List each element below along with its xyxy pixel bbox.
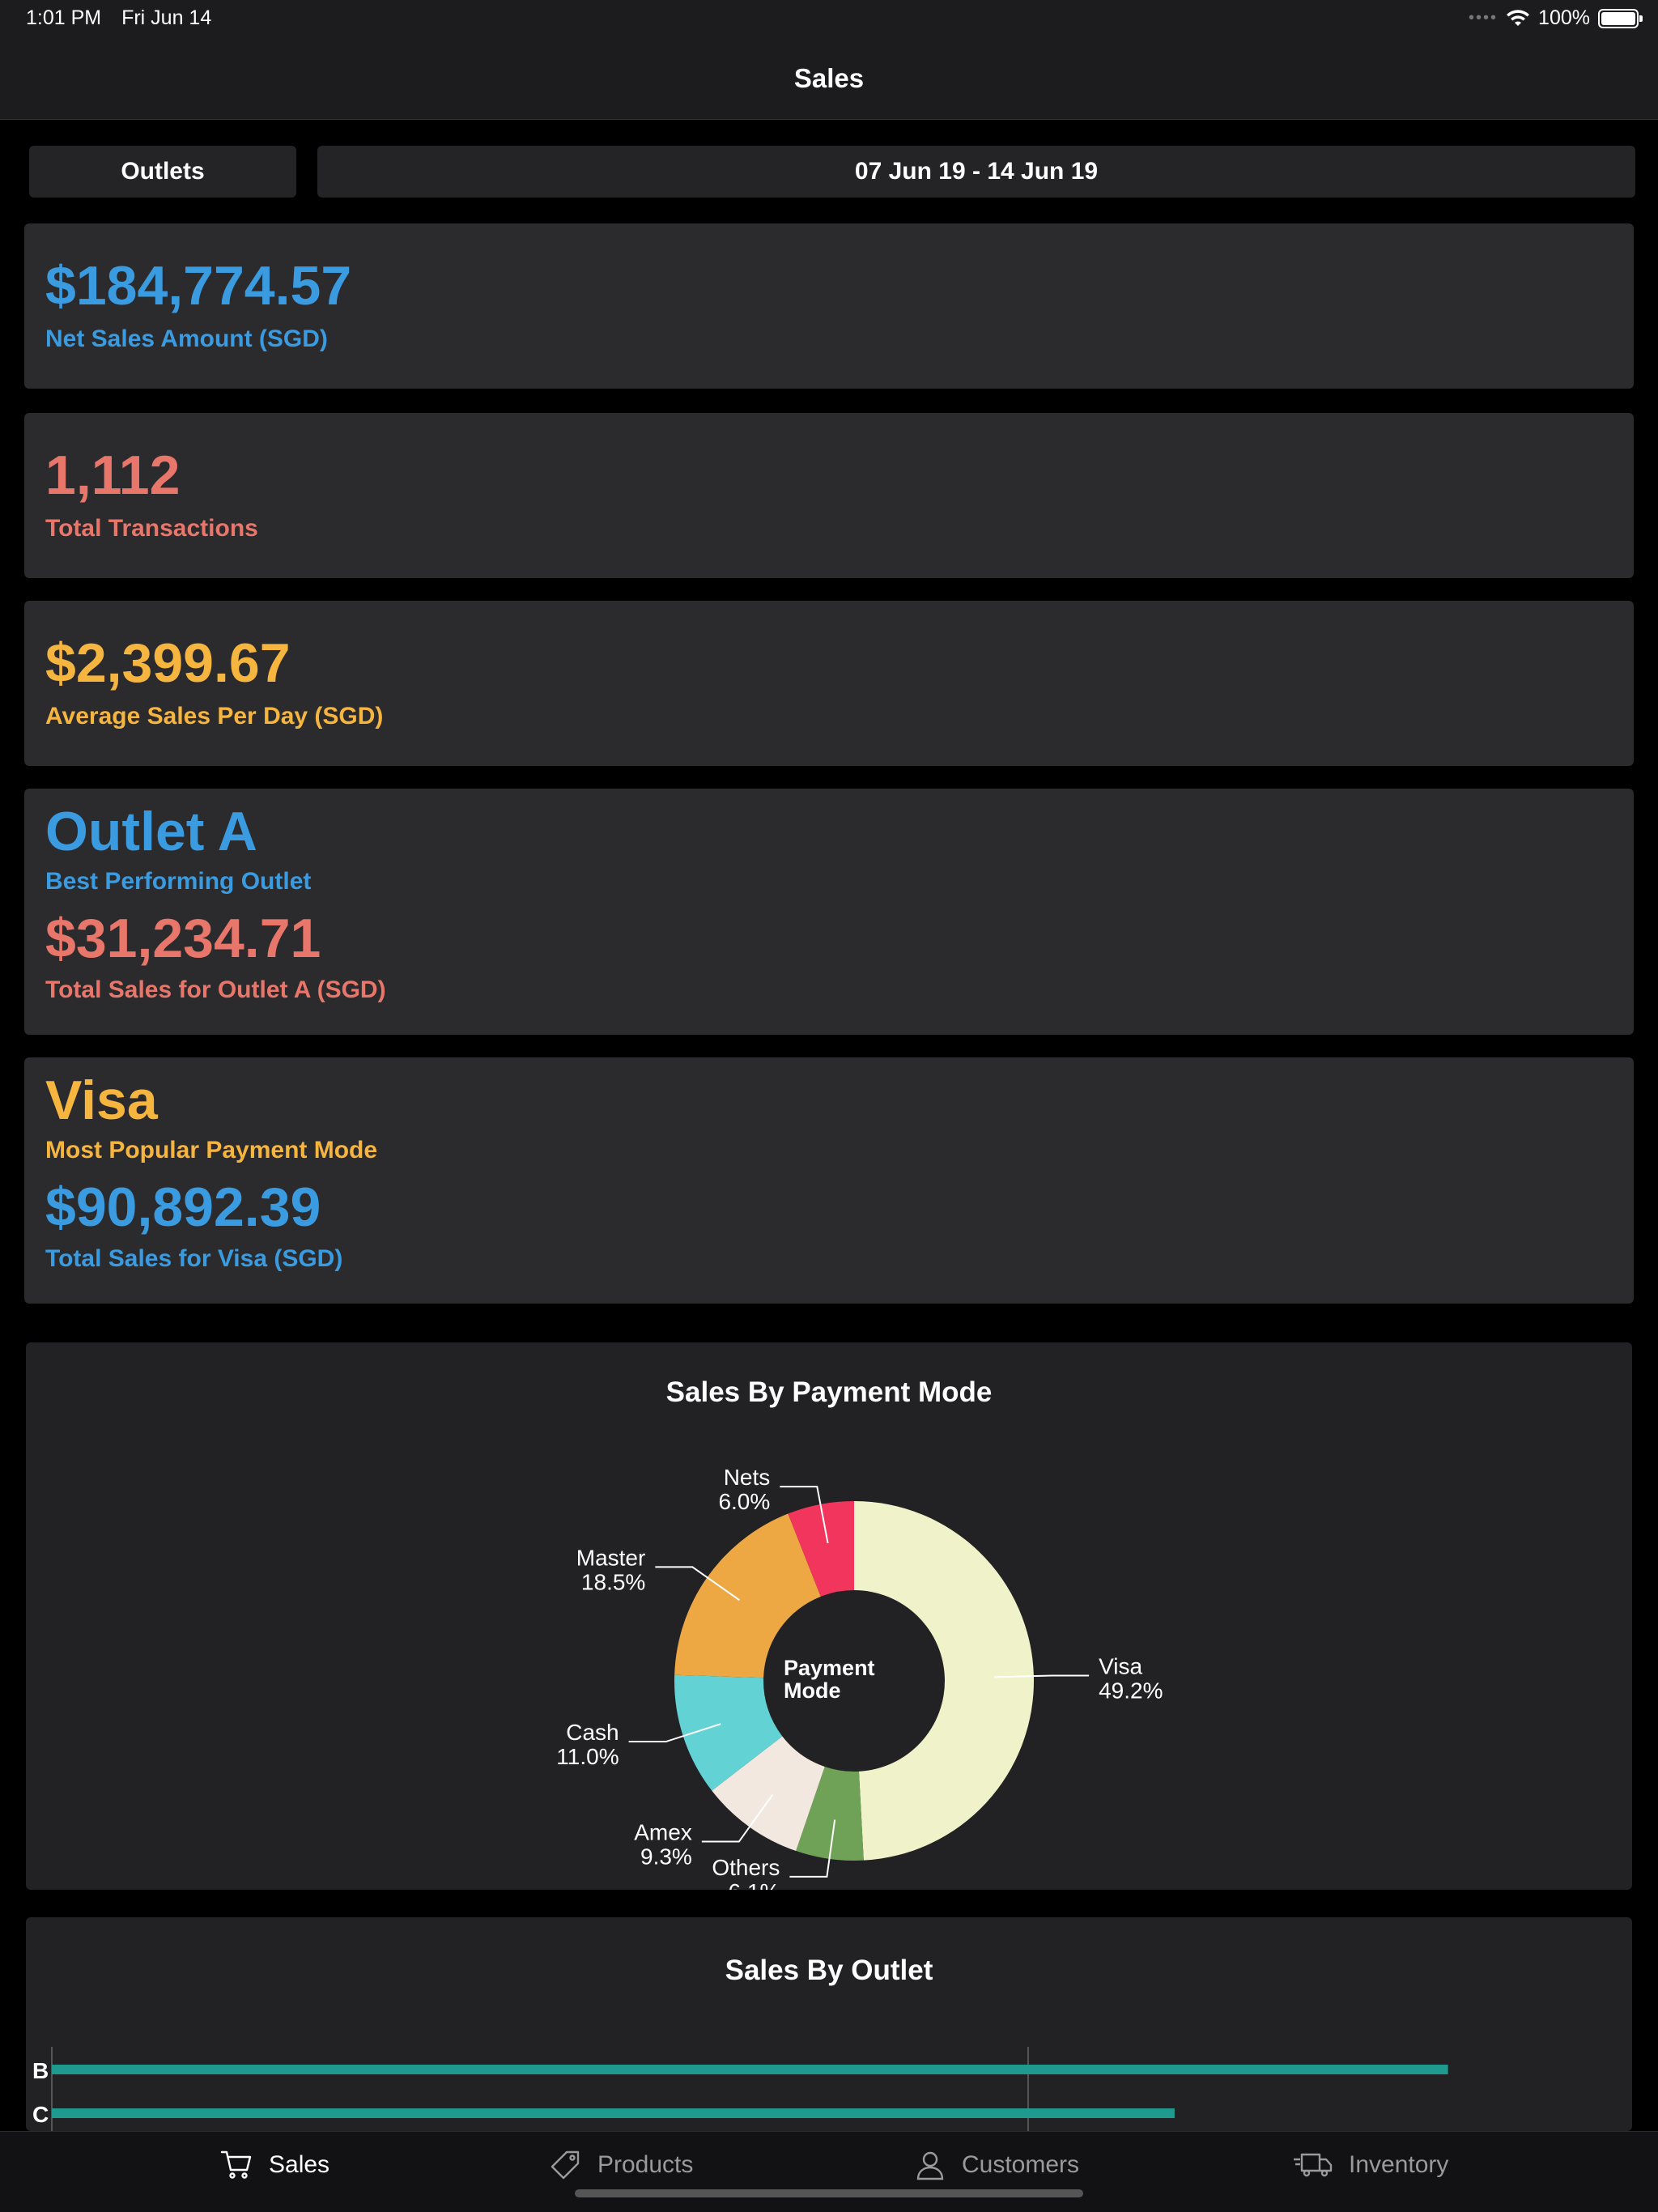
transactions-value: 1,112 <box>45 445 181 506</box>
tab-sales[interactable]: Sales <box>220 2150 329 2180</box>
tab-customers[interactable]: Customers <box>915 2150 1079 2180</box>
donut-slice-others <box>796 1766 864 1861</box>
popular-payment-label: Most Popular Payment Mode <box>45 1137 378 1163</box>
donut-percent-amex: 9.3% <box>640 1844 692 1870</box>
donut-label-amex: Amex <box>634 1820 692 1845</box>
bar-label-b: B <box>32 2058 49 2083</box>
person-icon <box>916 2151 944 2180</box>
popular-payment-card: Visa Most Popular Payment Mode $90,892.3… <box>24 1057 1634 1304</box>
donut-leader-nets <box>780 1486 829 1544</box>
net-sales-card: $184,774.57 Net Sales Amount (SGD) <box>24 223 1634 389</box>
donut-label-cash: Cash <box>566 1720 619 1745</box>
tab-inventory[interactable]: Inventory <box>1292 2150 1448 2180</box>
donut-slice-amex <box>712 1736 825 1852</box>
donut-percent-cash: 11.0% <box>556 1744 619 1769</box>
donut-center-label-line-1: Payment <box>784 1656 875 1680</box>
popular-payment-name: Visa <box>45 1070 158 1131</box>
outlet-bar-chart: BC <box>32 2047 1448 2131</box>
home-indicator <box>575 2189 1083 2197</box>
transactions-label: Total Transactions <box>45 515 258 542</box>
avg-sales-value: $2,399.67 <box>45 632 291 694</box>
donut-percent-master: 18.5% <box>581 1569 645 1594</box>
date-range-button[interactable]: 07 Jun 19 - 14 Jun 19 <box>317 146 1635 198</box>
donut-label-master: Master <box>576 1545 646 1570</box>
status-bar: 1:01 PM Fri Jun 14 •••• 100% <box>0 0 1658 37</box>
outlets-button[interactable]: Outlets <box>29 146 296 198</box>
donut-percent-nets: 6.0% <box>718 1489 770 1514</box>
bar-outlet-b <box>52 2065 1448 2074</box>
donut-label-visa: Visa <box>1099 1653 1142 1678</box>
donut-leader-master <box>655 1566 741 1602</box>
battery-icon <box>1598 8 1643 28</box>
truck-icon <box>1294 2153 1333 2177</box>
outlets-button-label: Outlets <box>121 158 205 185</box>
best-outlet-label: Best Performing Outlet <box>45 868 312 895</box>
donut-label-others: Others <box>712 1855 780 1880</box>
navigation-bar: Sales <box>0 37 1658 120</box>
outlet-chart-title: Sales By Outlet <box>725 1955 933 1986</box>
tab-sales-label: Sales <box>269 2151 330 2178</box>
page-title: Sales <box>793 63 865 93</box>
donut-label-nets: Nets <box>724 1465 771 1490</box>
avg-sales-card: $2,399.67 Average Sales Per Day (SGD) <box>24 601 1634 766</box>
status-time: 1:01 PM <box>26 6 102 29</box>
wifi-icon <box>1507 9 1530 26</box>
best-outlet-sales-label: Total Sales for Outlet A (SGD) <box>45 976 386 1003</box>
tag-icon <box>551 2150 580 2180</box>
donut-slice-visa <box>854 1501 1035 1861</box>
donut-percent-others: 6.1% <box>729 1879 780 1890</box>
tab-bar: Sales Products Customers Inventory <box>0 2131 1658 2212</box>
donut-percent-visa: 49.2% <box>1099 1678 1163 1703</box>
payment-mode-chart-title: Sales By Payment Mode <box>665 1376 993 1408</box>
popular-payment-sales-label: Total Sales for Visa (SGD) <box>45 1245 343 1272</box>
donut-leader-others <box>789 1819 836 1878</box>
tab-products-label: Products <box>597 2151 694 2178</box>
donut-slice-nets <box>788 1501 854 1597</box>
tab-customers-label: Customers <box>962 2151 1080 2178</box>
popular-payment-sales-value: $90,892.39 <box>45 1176 321 1238</box>
avg-sales-label: Average Sales Per Day (SGD) <box>45 703 384 730</box>
date-range-label: 07 Jun 19 - 14 Jun 19 <box>854 158 1099 185</box>
donut-center-label-line-2: Mode <box>784 1678 841 1703</box>
status-date: Fri Jun 14 <box>121 6 212 29</box>
signal-icon: •••• <box>1469 9 1499 27</box>
net-sales-label: Net Sales Amount (SGD) <box>45 325 328 352</box>
best-outlet-sales-value: $31,234.71 <box>45 908 321 969</box>
donut-slice-cash <box>674 1674 783 1791</box>
best-outlet-name: Outlet A <box>45 801 257 862</box>
cart-icon <box>220 2150 252 2179</box>
donut-leader-visa <box>994 1674 1090 1678</box>
transactions-card: 1,112 Total Transactions <box>24 413 1634 578</box>
bar-outlet-c <box>52 2108 1175 2118</box>
donut-slice-master <box>674 1513 821 1678</box>
donut-leader-cash <box>628 1723 721 1743</box>
best-outlet-card: Outlet A Best Performing Outlet $31,234.… <box>24 789 1634 1035</box>
tab-inventory-label: Inventory <box>1349 2151 1449 2178</box>
tab-products[interactable]: Products <box>549 2150 693 2180</box>
net-sales-value: $184,774.57 <box>45 255 352 317</box>
battery-percent: 100% <box>1538 6 1590 29</box>
donut-leader-amex <box>701 1794 774 1843</box>
bar-label-c: C <box>32 2102 49 2127</box>
